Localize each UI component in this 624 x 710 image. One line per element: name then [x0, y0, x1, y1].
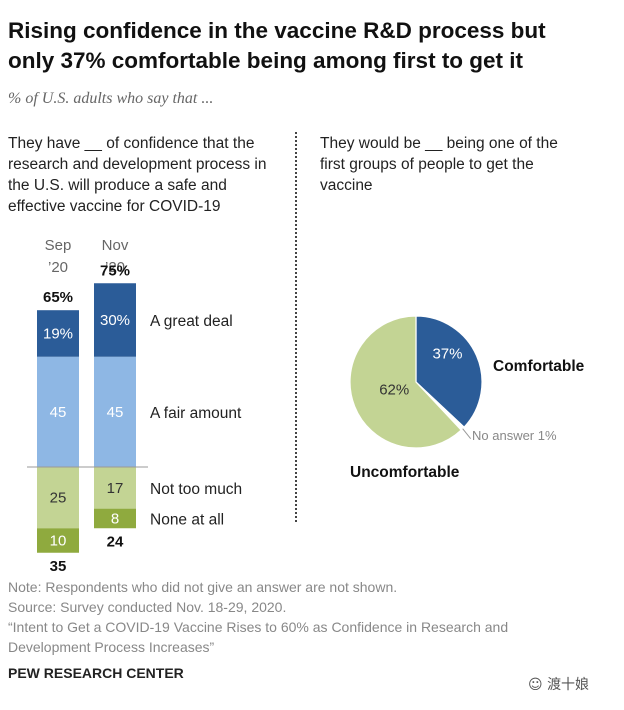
negative-total-1: 24	[107, 533, 124, 550]
title-line-1: Rising confidence in the vaccine R&D pro…	[8, 18, 546, 43]
bar-great-deal-1	[94, 283, 136, 357]
category-label-0-line2: ’20	[48, 259, 68, 276]
bar-fair-amount-0	[37, 356, 79, 467]
series-label-great-deal: A great deal	[150, 313, 233, 330]
positive-total-0: 65%	[43, 289, 73, 306]
bar-fair-amount-1	[94, 356, 136, 467]
pie-slice-uncomfortable	[349, 315, 463, 449]
pie-label-uncomfortable: 62%	[379, 381, 409, 398]
bar-label-not-too-much-1: 17	[107, 480, 124, 497]
pie-category-uncomfortable: Uncomfortable	[350, 464, 460, 481]
series-label-none-at-all: None at all	[150, 511, 224, 528]
negative-total-0: 35	[50, 558, 67, 575]
footer-source: Source: Survey conducted Nov. 18-29, 202…	[8, 599, 287, 615]
bar-label-none-at-all-0: 10	[50, 533, 67, 550]
pie-no-answer-leader	[462, 428, 472, 439]
footer-note: Note: Respondents who did not give an an…	[8, 579, 398, 595]
watermark: ☺ 渡十娘	[528, 674, 589, 694]
bar-not-too-much-0	[37, 467, 79, 529]
pie-category-comfortable: Comfortable	[493, 358, 585, 375]
bar-label-fair-amount-1: 45	[107, 404, 124, 421]
bar-none-at-all-0	[37, 528, 79, 553]
category-label-1-line2: ’20	[105, 259, 125, 276]
title-line-2: only 37% comfortable being among first t…	[8, 48, 524, 73]
bar-not-too-much-1	[94, 467, 136, 509]
bar-label-great-deal-0: 19%	[43, 325, 73, 342]
right-question: They would be __ being one of the first …	[320, 135, 558, 194]
chart-subtitle: % of U.S. adults who say that ...	[8, 90, 214, 107]
series-label-fair-amount: A fair amount	[150, 405, 242, 422]
bar-label-none-at-all-1: 8	[111, 510, 119, 527]
bar-label-not-too-much-0: 25	[50, 490, 67, 507]
positive-total-1: 75%	[100, 262, 130, 279]
footer-report-line-1: “Intent to Get a COVID-19 Vaccine Rises …	[8, 619, 509, 635]
brand-name: PEW RESEARCH CENTER	[8, 665, 184, 681]
bar-none-at-all-1	[94, 508, 136, 529]
footer-report-line-2: Development Process Increases”	[8, 639, 215, 655]
wechat-icon: ☺	[528, 677, 543, 693]
bar-great-deal-0	[37, 310, 79, 357]
chart-title: Rising confidence in the vaccine R&D pro…	[8, 16, 608, 76]
pie-slice-comfortable	[415, 315, 483, 429]
series-label-not-too-much: Not too much	[150, 481, 242, 498]
category-label-0-line1: Sep	[45, 237, 72, 254]
watermark-text: 渡十娘	[547, 677, 590, 693]
pie-label-comfortable: 37%	[432, 345, 462, 362]
left-question: They have __ of confidence that the rese…	[8, 135, 267, 215]
panel-divider	[295, 132, 297, 522]
bar-label-great-deal-1: 30%	[100, 312, 130, 329]
footer: Note: Respondents who did not give an an…	[8, 577, 608, 657]
category-label-1-line1: Nov	[102, 237, 129, 254]
bar-label-fair-amount-0: 45	[50, 404, 67, 421]
pie-label-no-answer: No answer 1%	[472, 428, 557, 443]
